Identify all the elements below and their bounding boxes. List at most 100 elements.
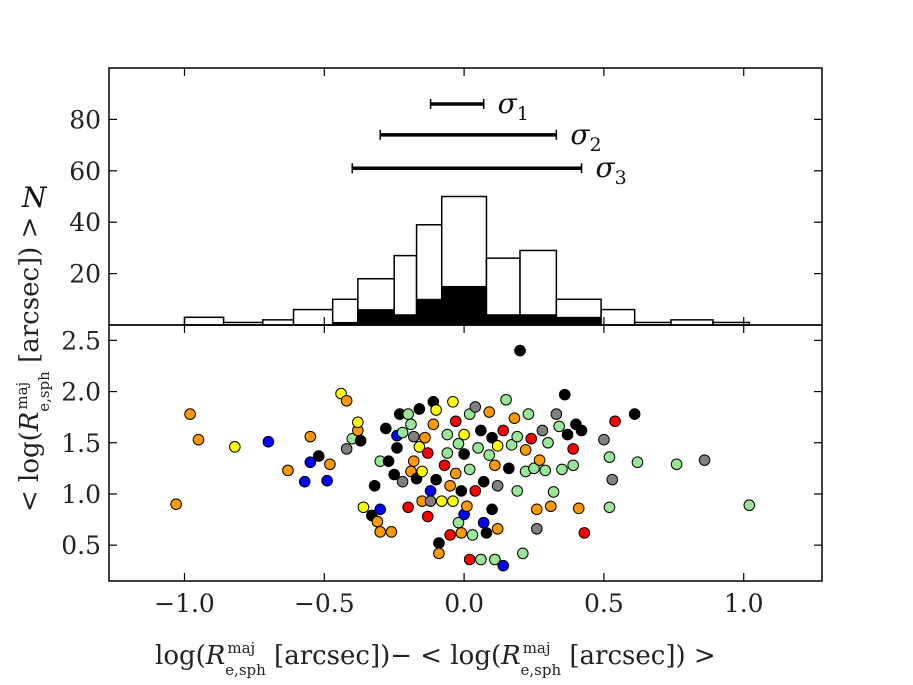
scatter-point xyxy=(413,403,426,415)
histogram-bar-subset xyxy=(393,314,418,326)
scatter-point xyxy=(438,459,451,472)
scatter-point xyxy=(391,442,403,454)
scatter-point xyxy=(324,458,336,471)
y-tick-label: 60 xyxy=(69,157,101,186)
scatter-point xyxy=(433,547,445,560)
scatter-point xyxy=(430,404,442,416)
scatter-point xyxy=(449,467,462,480)
sigma-label-3: σ3 xyxy=(596,151,627,189)
scatter-point xyxy=(472,442,484,454)
scatter-point xyxy=(424,495,437,507)
scatter-point xyxy=(469,401,482,413)
y-tick-label: 40 xyxy=(69,208,101,237)
scatter-point xyxy=(402,408,414,420)
scatter-point xyxy=(477,516,490,529)
scatter-point xyxy=(170,498,182,511)
scatter-point xyxy=(489,459,501,472)
scatter-point xyxy=(743,499,756,512)
scatter-point xyxy=(503,462,515,475)
scatter-point xyxy=(511,485,524,497)
histogram-bar-subset xyxy=(357,309,395,326)
scatter-point xyxy=(544,500,557,513)
scatter-point xyxy=(550,408,563,420)
scatter-point xyxy=(441,447,454,459)
scatter-point xyxy=(421,447,434,459)
x-tick-label: 0.0 xyxy=(444,589,484,618)
scatter-point xyxy=(511,430,524,443)
scatter-point xyxy=(491,479,504,492)
scatter-point xyxy=(497,559,510,572)
histogram-y-ticks: 20 40 60 80 xyxy=(69,105,822,289)
scatter-point xyxy=(455,527,468,539)
histogram-bar-subset xyxy=(485,314,521,326)
scatter-point xyxy=(192,433,205,446)
scatter-point xyxy=(491,522,504,535)
scatter-point xyxy=(382,455,395,467)
scatter-point xyxy=(497,424,510,437)
scatter-point xyxy=(282,464,294,477)
scatter-point xyxy=(628,408,641,420)
y-tick-label: 1.0 xyxy=(61,480,101,509)
scatter-point xyxy=(606,473,619,486)
scatter-point xyxy=(491,440,504,452)
scatter-point xyxy=(374,526,387,538)
y-tick-label: 2.0 xyxy=(61,378,101,407)
scatter-point xyxy=(312,450,325,462)
x-tick-label: 0.5 xyxy=(584,589,624,618)
scatter-point xyxy=(458,428,470,441)
scatter-point xyxy=(519,444,532,456)
histogram-bar-subset xyxy=(416,298,443,326)
scatter-point xyxy=(558,388,571,401)
scatter-point xyxy=(475,553,487,566)
sigma-label-2: σ2 xyxy=(570,118,601,156)
scatter-point xyxy=(522,408,535,420)
scatter-point xyxy=(340,394,353,407)
scatter-point xyxy=(486,431,498,444)
y-tick-label: 2.5 xyxy=(61,326,101,355)
scatter-point xyxy=(421,510,434,523)
scatter-point xyxy=(567,459,579,472)
scatter-point xyxy=(463,463,476,476)
scatter-point xyxy=(547,486,560,498)
histogram-bar-all xyxy=(262,319,295,326)
scatter-frame xyxy=(108,324,823,582)
x-axis-label: log(R maj e,sph [arcsec])− < log(R maj e,sph… xyxy=(155,639,716,679)
scatter-point xyxy=(298,475,311,488)
scatter-point xyxy=(374,503,387,516)
scatter-point xyxy=(603,451,616,463)
sigma-label-1: σ1 xyxy=(498,87,529,125)
scatter-point xyxy=(598,433,610,446)
x-tick-label: −0.5 xyxy=(294,589,355,618)
scatter-point xyxy=(371,515,384,528)
scatter-point xyxy=(385,526,398,538)
scatter-point xyxy=(396,426,409,439)
scatter-point xyxy=(416,465,428,478)
scatter-point xyxy=(486,503,498,516)
scatter-point xyxy=(402,501,414,514)
scatter-point xyxy=(184,408,196,420)
y-tick-label: 80 xyxy=(69,105,101,134)
scatter-point xyxy=(489,553,501,566)
scatter-point xyxy=(458,448,470,460)
scatter-point xyxy=(352,416,364,429)
scatter-point xyxy=(461,500,473,513)
histogram-bar-all xyxy=(670,319,714,326)
scatter-y-ticks: 0.5 1.0 1.5 2.0 2.5 xyxy=(61,326,822,560)
scatter-point xyxy=(466,529,479,541)
y-tick-label: 1.5 xyxy=(61,429,101,458)
scatter-point xyxy=(262,435,275,448)
scatter-point xyxy=(396,475,409,488)
scatter-point xyxy=(455,485,468,497)
scatter-point xyxy=(572,502,585,515)
scatter-point xyxy=(483,406,496,418)
x-axis-ticks: −1.0 −0.5 0.0 0.5 1.0 xyxy=(154,68,764,618)
histogram-bars xyxy=(183,195,751,326)
scatter-point xyxy=(505,439,518,451)
scatter-point xyxy=(430,473,442,486)
scatter-point xyxy=(561,428,574,441)
scatter-point xyxy=(447,495,459,507)
scatter-point xyxy=(553,420,565,433)
scatter-point xyxy=(388,468,401,481)
scatter-point xyxy=(424,485,437,497)
histogram-bar-all xyxy=(600,308,636,326)
